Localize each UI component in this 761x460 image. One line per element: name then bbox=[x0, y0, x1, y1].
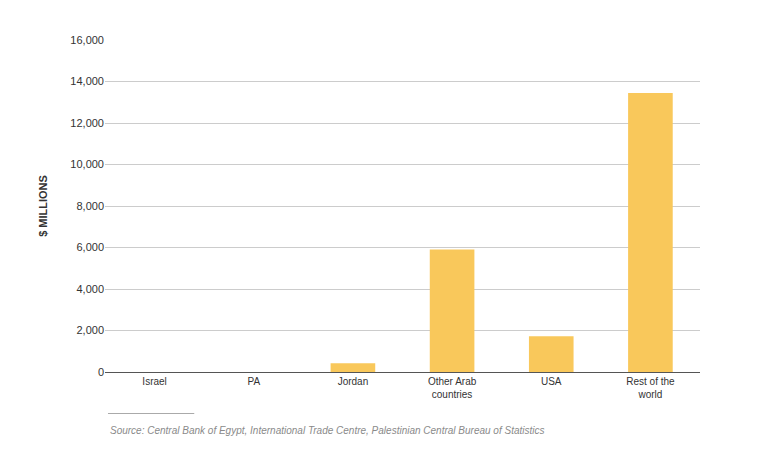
svg-text:Source: Central Bank of Egypt,: Source: Central Bank of Egypt, Internati… bbox=[110, 425, 545, 436]
svg-text:6,000: 6,000 bbox=[76, 241, 104, 253]
svg-text:Israel: Israel bbox=[142, 376, 166, 387]
svg-text:Rest of theworld: Rest of theworld bbox=[626, 376, 675, 400]
svg-text:2,000: 2,000 bbox=[76, 324, 104, 336]
svg-text:PA: PA bbox=[247, 376, 260, 387]
svg-text:8,000: 8,000 bbox=[76, 200, 104, 212]
svg-text:16,000: 16,000 bbox=[70, 34, 104, 46]
svg-text:Jordan: Jordan bbox=[338, 376, 369, 387]
svg-text:Other Arabcountries: Other Arabcountries bbox=[428, 376, 477, 400]
svg-text:4,000: 4,000 bbox=[76, 283, 104, 295]
svg-text:12,000: 12,000 bbox=[70, 117, 104, 129]
svg-text:USA: USA bbox=[541, 376, 562, 387]
svg-text:10,000: 10,000 bbox=[70, 158, 104, 170]
svg-text:$ MILLIONS: $ MILLIONS bbox=[37, 175, 49, 237]
svg-text:0: 0 bbox=[98, 366, 104, 378]
svg-text:14,000: 14,000 bbox=[70, 75, 104, 87]
